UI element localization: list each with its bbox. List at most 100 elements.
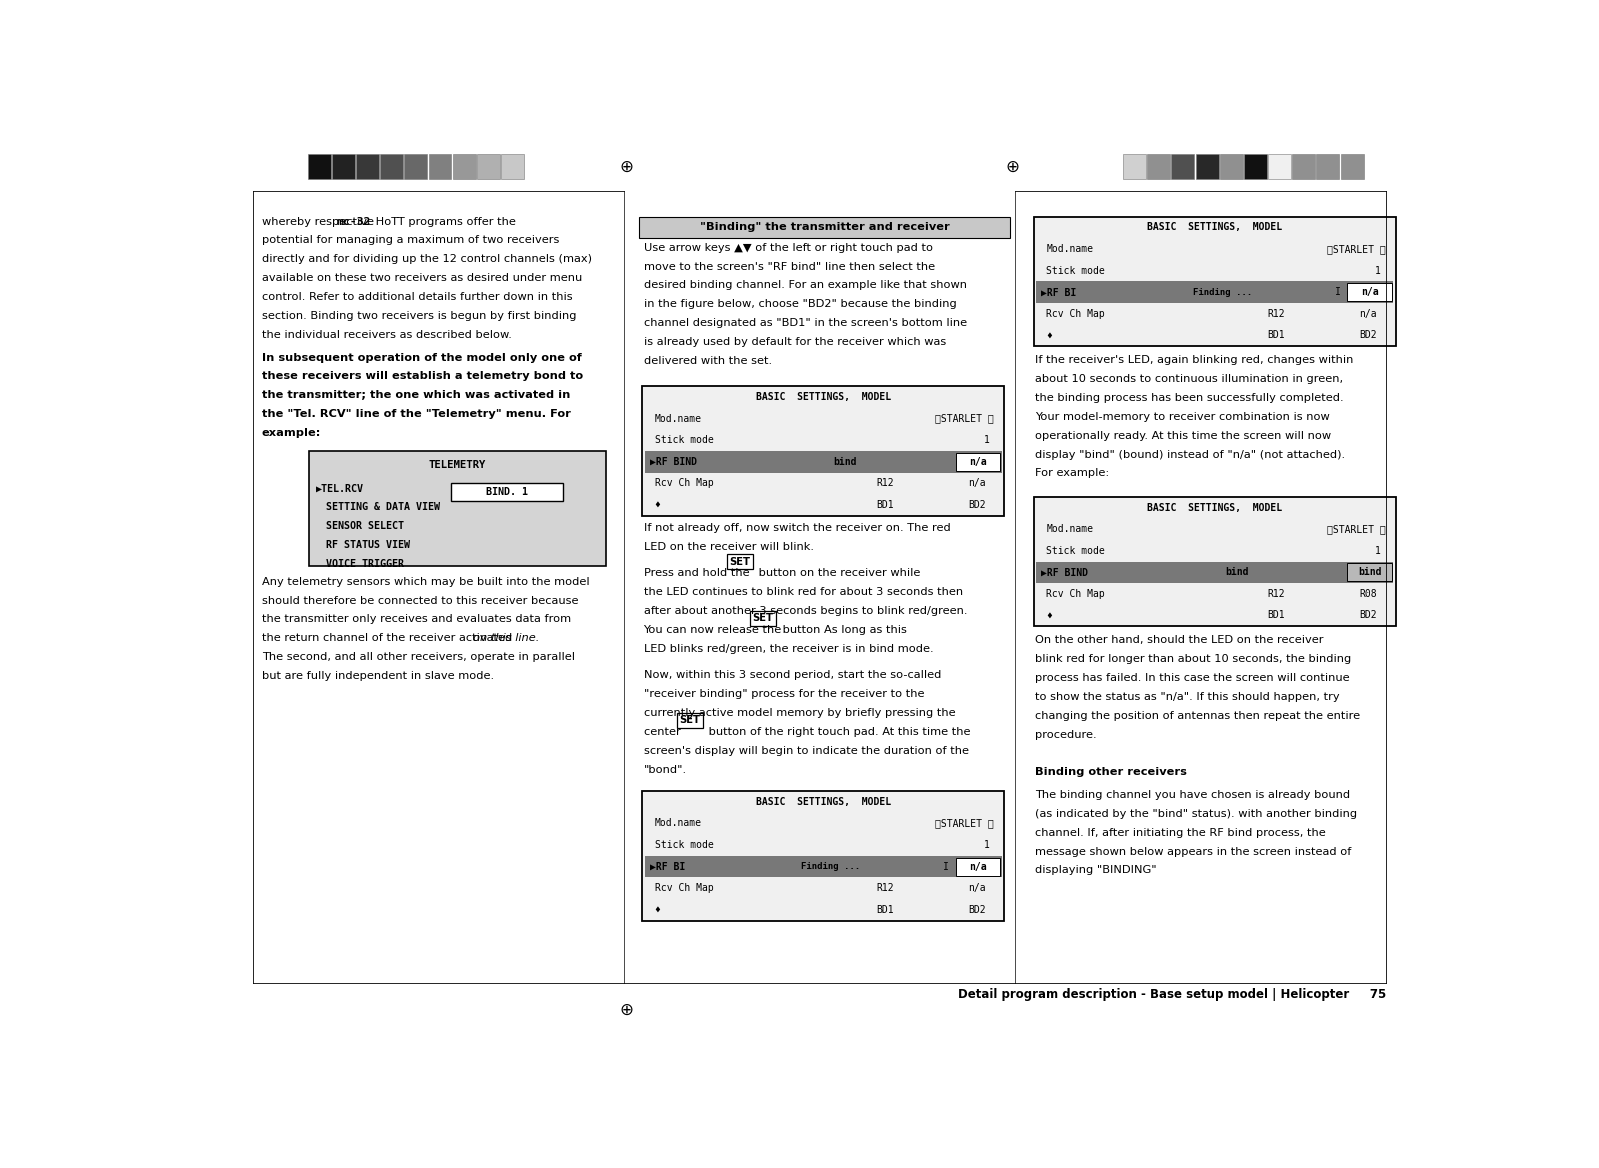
Bar xyxy=(1036,562,1393,583)
Text: BASIC  SETTINGS,  MODEL: BASIC SETTINGS, MODEL xyxy=(1146,502,1282,513)
Bar xyxy=(477,154,500,179)
Text: Rcv Ch Map: Rcv Ch Map xyxy=(1046,589,1105,599)
Bar xyxy=(307,154,331,179)
Text: In subsequent operation of the model only one of: In subsequent operation of the model onl… xyxy=(262,353,582,362)
Text: ▶RF BI: ▶RF BI xyxy=(1041,287,1076,297)
Text: Detail program description - Base setup model | Helicopter     75: Detail program description - Base setup … xyxy=(958,988,1386,1001)
Text: Now, within this 3 second period, start the so-called: Now, within this 3 second period, start … xyxy=(643,670,940,680)
Text: directly and for dividing up the 12 control channels (max): directly and for dividing up the 12 cont… xyxy=(262,255,592,264)
Text: the individual receivers as described below.: the individual receivers as described be… xyxy=(262,329,512,340)
Bar xyxy=(726,554,753,569)
Bar xyxy=(644,856,1001,877)
Text: is already used by default for the receiver which was: is already used by default for the recei… xyxy=(643,338,945,347)
Bar xyxy=(500,154,524,179)
Text: BASIC  SETTINGS,  MODEL: BASIC SETTINGS, MODEL xyxy=(756,797,891,807)
Text: "receiver binding" process for the receiver to the: "receiver binding" process for the recei… xyxy=(643,689,924,700)
Bar xyxy=(1035,216,1396,346)
Text: the transmitter only receives and evaluates data from: the transmitter only receives and evalua… xyxy=(262,614,571,625)
Bar xyxy=(1122,154,1146,179)
Text: Mod.name: Mod.name xyxy=(1046,524,1094,534)
Text: Mod.name: Mod.name xyxy=(654,819,702,828)
Text: in the figure below, choose "BD2" because the binding: in the figure below, choose "BD2" becaus… xyxy=(643,299,956,310)
Text: (as indicated by the "bind" status). with another binding: (as indicated by the "bind" status). wit… xyxy=(1035,808,1358,819)
Text: ♦: ♦ xyxy=(654,905,660,915)
Text: 1: 1 xyxy=(983,840,990,850)
Text: to show the status as "n/a". If this should happen, try: to show the status as "n/a". If this sho… xyxy=(1035,691,1340,702)
Text: button on the receiver while: button on the receiver while xyxy=(755,569,921,578)
Text: procedure.: procedure. xyxy=(1035,730,1097,739)
Text: Stick mode: Stick mode xyxy=(1046,265,1105,276)
Bar xyxy=(676,712,704,728)
Text: whereby respective: whereby respective xyxy=(262,216,377,227)
Text: BD2: BD2 xyxy=(1359,611,1377,620)
Text: about 10 seconds to continuous illumination in green,: about 10 seconds to continuous illuminat… xyxy=(1035,374,1343,384)
Text: but are fully independent in slave mode.: but are fully independent in slave mode. xyxy=(262,672,494,681)
Text: channel designated as "BD1" in the screen's bottom line: channel designated as "BD1" in the scree… xyxy=(643,318,967,328)
Text: display "bind" (bound) instead of "n/a" (not attached).: display "bind" (bound) instead of "n/a" … xyxy=(1035,450,1345,459)
Text: n/a: n/a xyxy=(1359,308,1377,319)
Text: "bond".: "bond". xyxy=(643,765,686,774)
Text: TELEMETRY: TELEMETRY xyxy=(429,460,486,470)
Text: 1: 1 xyxy=(1375,545,1382,556)
Bar xyxy=(1316,154,1340,179)
Bar xyxy=(956,453,1001,471)
Text: section. Binding two receivers is begun by first binding: section. Binding two receivers is begun … xyxy=(262,311,576,321)
Text: Stick mode: Stick mode xyxy=(1046,545,1105,556)
Text: button As long as this: button As long as this xyxy=(779,625,907,635)
Text: SET: SET xyxy=(753,613,774,624)
Text: example:: example: xyxy=(262,429,321,438)
Text: SET: SET xyxy=(680,715,700,725)
Text: Use arrow keys ▲▼ of the left or right touch pad to: Use arrow keys ▲▼ of the left or right t… xyxy=(643,243,932,252)
Text: ⊕: ⊕ xyxy=(619,158,633,176)
Text: ▶RF BI: ▶RF BI xyxy=(649,862,684,871)
Bar xyxy=(750,611,776,626)
Bar xyxy=(357,154,379,179)
Bar xyxy=(453,154,475,179)
Bar xyxy=(1244,154,1266,179)
Bar xyxy=(644,451,1001,473)
Text: BD2: BD2 xyxy=(967,500,985,510)
Text: "Binding" the transmitter and receiver: "Binding" the transmitter and receiver xyxy=(700,222,950,232)
Text: ▶TEL.RCV: ▶TEL.RCV xyxy=(317,484,365,493)
Text: currently active model memory by briefly pressing the: currently active model memory by briefly… xyxy=(643,708,955,718)
Bar xyxy=(1146,154,1170,179)
Text: If not already off, now switch the receiver on. The red: If not already off, now switch the recei… xyxy=(643,523,950,533)
Text: blink red for longer than about 10 seconds, the binding: blink red for longer than about 10 secon… xyxy=(1035,654,1351,665)
Text: Rcv Ch Map: Rcv Ch Map xyxy=(654,883,713,894)
Text: displaying "BINDING": displaying "BINDING" xyxy=(1035,865,1156,876)
Bar xyxy=(643,791,1004,920)
Text: SET: SET xyxy=(729,556,750,566)
Text: 1: 1 xyxy=(1375,265,1382,276)
Text: BD1: BD1 xyxy=(1268,331,1286,340)
Text: ♦: ♦ xyxy=(1046,331,1052,340)
Text: the binding process has been successfully completed.: the binding process has been successfull… xyxy=(1035,392,1343,403)
Text: R08: R08 xyxy=(1359,589,1377,599)
Text: On the other hand, should the LED on the receiver: On the other hand, should the LED on the… xyxy=(1035,635,1324,645)
Text: ⊕: ⊕ xyxy=(1006,158,1020,176)
Text: the "Tel. RCV" line of the "Telemetry" menu. For: the "Tel. RCV" line of the "Telemetry" m… xyxy=(262,409,571,419)
Bar xyxy=(309,451,606,566)
Bar xyxy=(1196,154,1218,179)
Text: BD1: BD1 xyxy=(1268,611,1286,620)
Text: operationally ready. At this time the screen will now: operationally ready. At this time the sc… xyxy=(1035,431,1332,440)
Text: HoTT programs offer the: HoTT programs offer the xyxy=(371,216,515,227)
Text: Your model-memory to receiver combination is now: Your model-memory to receiver combinatio… xyxy=(1035,412,1330,422)
Bar xyxy=(1172,154,1194,179)
Text: ▶RF BIND: ▶RF BIND xyxy=(1041,568,1089,577)
Bar xyxy=(1348,563,1393,582)
Text: ♦: ♦ xyxy=(1046,611,1052,620)
Text: bind: bind xyxy=(1225,568,1249,577)
Text: LED blinks red/green, the receiver is in bind mode.: LED blinks red/green, the receiver is in… xyxy=(643,644,934,654)
Text: the return channel of the receiver activated: the return channel of the receiver activ… xyxy=(262,633,516,644)
Text: 1: 1 xyxy=(983,436,990,445)
Text: BASIC  SETTINGS,  MODEL: BASIC SETTINGS, MODEL xyxy=(756,392,891,402)
Text: move to the screen's "RF bind" line then select the: move to the screen's "RF bind" line then… xyxy=(643,262,935,272)
Text: Mod.name: Mod.name xyxy=(654,413,702,424)
Text: I: I xyxy=(1335,287,1340,297)
Text: bind: bind xyxy=(833,457,857,467)
Text: mc-32: mc-32 xyxy=(337,216,371,227)
Text: ♦: ♦ xyxy=(654,500,660,510)
Text: these receivers will establish a telemetry bond to: these receivers will establish a telemet… xyxy=(262,371,584,382)
Text: the LED continues to blink red for about 3 seconds then: the LED continues to blink red for about… xyxy=(643,588,963,597)
Bar xyxy=(1220,154,1242,179)
